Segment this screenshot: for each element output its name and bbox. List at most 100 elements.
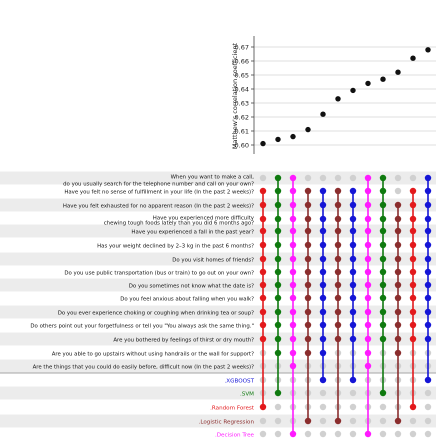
active-model-dot [409,403,417,411]
active-feature-dot [259,227,267,235]
active-model-dot [334,417,342,425]
active-feature-dot [424,201,432,209]
model-label: .XGBOOST [225,378,255,384]
active-feature-dot [319,187,327,195]
feature-label: Do you visit homes of friends? [172,257,254,263]
active-feature-dot [349,241,357,249]
active-feature-dot [424,227,432,235]
mcc-point [350,87,356,94]
mcc-point [260,140,266,147]
active-feature-dot [319,241,327,249]
active-feature-dot [334,215,342,223]
mcc-point [380,76,386,82]
active-feature-dot [394,349,402,357]
active-feature-dot [259,321,267,329]
active-feature-dot [289,321,297,329]
active-model-dot [349,376,357,384]
active-feature-dot [394,268,402,276]
active-feature-dot [424,241,432,249]
inactive-dot [274,403,282,411]
inactive-dot [349,389,357,397]
active-feature-dot [409,294,417,302]
y-tick-label: 0.65 [235,72,249,80]
feature-label: Do you sometimes not know what the date … [129,283,254,289]
active-feature-dot [274,349,282,357]
active-feature-dot [379,201,387,209]
y-tick-label: 0.66 [235,58,249,66]
active-feature-dot [319,321,327,329]
active-feature-dot [349,335,357,343]
active-feature-dot [379,294,387,302]
active-feature-dot [334,335,342,343]
active-feature-dot [334,227,342,235]
feature-label: When you want to make a call, [171,174,255,180]
active-feature-dot [304,321,312,329]
active-feature-dot [364,308,372,316]
inactive-dot [424,430,432,438]
feature-label: Are you able to go upstairs without usin… [52,351,254,357]
row-labels: When you want to make a call,do you usua… [30,174,254,438]
active-feature-dot [394,215,402,223]
active-feature-dot [334,294,342,302]
active-feature-dot [274,321,282,329]
active-feature-dot [349,308,357,316]
feature-label: chewing tough foods lately than you did … [104,220,254,226]
row-stripes [0,171,436,428]
active-feature-dot [274,201,282,209]
active-model-dot [304,417,312,425]
active-feature-dot [409,241,417,249]
mcc-point [275,136,281,143]
active-feature-dot [379,215,387,223]
feature-label: Have you felt exhausted for no apparent … [63,203,254,209]
active-feature-dot [424,255,432,263]
feature-label: Do you use public transportation (bus or… [64,270,254,276]
active-feature-dot [274,255,282,263]
inactive-dot [319,174,327,182]
active-feature-dot [259,308,267,316]
active-feature-dot [409,255,417,263]
active-feature-dot [394,321,402,329]
inactive-dot [424,403,432,411]
active-feature-dot [259,268,267,276]
active-feature-dot [289,362,297,370]
model-label: .Random Forest [210,405,255,411]
active-feature-dot [394,281,402,289]
active-feature-dot [409,187,417,195]
feature-label: Do you feel anxious about falling when y… [120,296,254,302]
active-feature-dot [319,335,327,343]
inactive-dot [319,430,327,438]
mcc-point [305,126,311,133]
active-feature-dot [394,294,402,302]
row-stripe [0,278,436,292]
active-feature-dot [274,281,282,289]
active-feature-dot [259,335,267,343]
active-feature-dot [334,308,342,316]
active-feature-dot [259,255,267,263]
active-feature-dot [289,201,297,209]
active-feature-dot [289,308,297,316]
active-feature-dot [409,227,417,235]
active-feature-dot [274,187,282,195]
inactive-dot [304,174,312,182]
active-feature-dot [274,227,282,235]
active-feature-dot [259,201,267,209]
active-feature-dot [364,241,372,249]
active-feature-dot [409,321,417,329]
active-feature-dot [394,227,402,235]
active-feature-dot [304,349,312,357]
active-feature-dot [379,255,387,263]
mcc-point [425,47,431,53]
model-label: .SVM [240,391,254,397]
row-stripe [0,224,436,238]
active-feature-dot [334,187,342,195]
active-feature-dot [349,201,357,209]
active-feature-dot [319,308,327,316]
active-feature-dot [364,335,372,343]
active-feature-dot [274,174,282,182]
active-feature-dot [424,294,432,302]
active-feature-dot [334,321,342,329]
active-feature-dot [364,215,372,223]
active-feature-dot [424,281,432,289]
active-feature-dot [424,215,432,223]
